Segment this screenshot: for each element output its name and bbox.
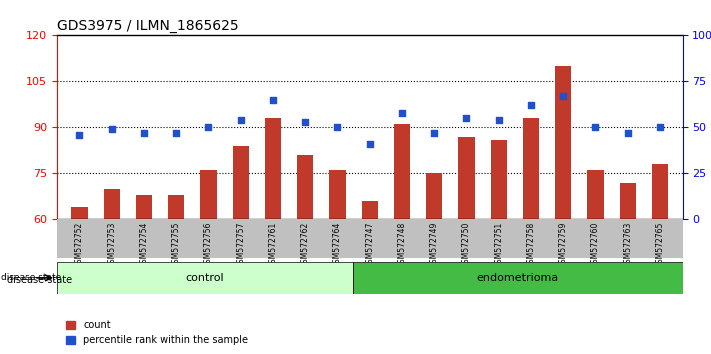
Text: GSM572760: GSM572760 xyxy=(591,222,600,268)
Bar xyxy=(555,66,572,354)
Text: GSM572752: GSM572752 xyxy=(75,222,84,268)
Bar xyxy=(652,164,668,354)
Point xyxy=(138,130,149,136)
Point xyxy=(203,125,214,130)
Bar xyxy=(104,189,119,354)
Bar xyxy=(426,173,442,354)
Point xyxy=(590,125,602,130)
Bar xyxy=(394,124,410,354)
Bar xyxy=(459,137,474,354)
Point xyxy=(332,125,343,130)
Text: GSM572751: GSM572751 xyxy=(494,222,503,268)
Point xyxy=(396,110,407,115)
Point xyxy=(493,117,504,123)
Text: GSM572761: GSM572761 xyxy=(269,222,277,268)
FancyBboxPatch shape xyxy=(57,262,353,294)
Bar xyxy=(362,201,378,354)
Bar xyxy=(587,170,604,354)
Point xyxy=(235,117,247,123)
Bar xyxy=(297,155,314,354)
Text: GSM572749: GSM572749 xyxy=(429,222,439,268)
Point xyxy=(364,141,375,147)
Legend: count, percentile rank within the sample: count, percentile rank within the sample xyxy=(62,316,252,349)
Bar xyxy=(201,170,217,354)
Point xyxy=(622,130,634,136)
Text: GSM572756: GSM572756 xyxy=(204,222,213,268)
Bar xyxy=(136,195,152,354)
Text: disease state: disease state xyxy=(1,273,61,282)
Point xyxy=(557,93,569,99)
Bar xyxy=(265,118,281,354)
Text: GDS3975 / ILMN_1865625: GDS3975 / ILMN_1865625 xyxy=(57,19,238,33)
Point xyxy=(171,130,182,136)
Text: disease state: disease state xyxy=(7,275,73,285)
Point xyxy=(267,97,279,103)
Text: GSM572759: GSM572759 xyxy=(559,222,567,268)
Text: GSM572754: GSM572754 xyxy=(139,222,149,268)
Text: GSM572762: GSM572762 xyxy=(301,222,310,268)
FancyBboxPatch shape xyxy=(353,262,683,294)
Point xyxy=(299,119,311,125)
Text: endometrioma: endometrioma xyxy=(477,273,559,283)
Point xyxy=(106,126,117,132)
Text: GSM572757: GSM572757 xyxy=(236,222,245,268)
Bar xyxy=(168,195,184,354)
Text: GSM572765: GSM572765 xyxy=(656,222,665,268)
Bar xyxy=(232,146,249,354)
Text: control: control xyxy=(186,273,225,283)
Bar xyxy=(71,207,87,354)
Point xyxy=(654,125,665,130)
Point xyxy=(525,103,537,108)
Text: GSM572758: GSM572758 xyxy=(526,222,535,268)
Text: GSM572764: GSM572764 xyxy=(333,222,342,268)
Bar xyxy=(523,118,539,354)
Bar xyxy=(491,140,507,354)
Text: GSM572748: GSM572748 xyxy=(397,222,407,268)
Text: GSM572755: GSM572755 xyxy=(172,222,181,268)
Point xyxy=(74,132,85,138)
Text: GSM572747: GSM572747 xyxy=(365,222,374,268)
Point xyxy=(461,115,472,121)
Point xyxy=(429,130,440,136)
Text: GSM572753: GSM572753 xyxy=(107,222,116,268)
Text: GSM572763: GSM572763 xyxy=(624,222,632,268)
Bar xyxy=(620,183,636,354)
Bar xyxy=(329,170,346,354)
Text: GSM572750: GSM572750 xyxy=(462,222,471,268)
